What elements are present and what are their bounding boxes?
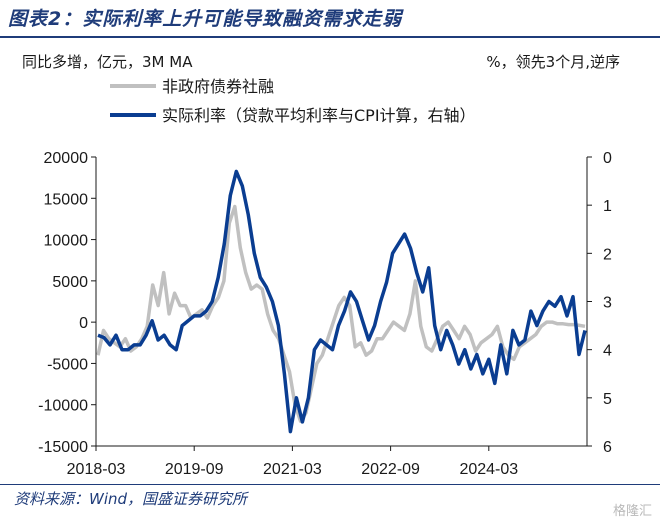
figure-title: 图表2：实际利率上升可能导致融资需求走弱 [8,8,403,30]
right-tick-label: 4 [603,343,612,360]
series-line-non-gov-bond-financing [96,204,586,423]
left-tick-label: -10000 [38,398,88,415]
left-axis-unit-label: 同比多增，亿元，3M MA [22,53,193,71]
source-note: 资料来源：Wind，国盛证券研究所 [14,490,248,508]
x-tick-label: 2019-09 [165,461,224,478]
x-tick-label: 2022-09 [361,461,420,478]
legend: 非政府债券社融 实际利率（贷款平均利率与CPI计算，右轴） [110,77,476,125]
legend-label-series-1: 非政府债券社融 [162,77,274,96]
right-axis-unit-label: %，领先3个月,逆序 [486,53,620,71]
left-tick-label: 10000 [44,233,89,250]
source-rule [0,484,660,485]
right-tick-label: 0 [603,150,612,167]
right-tick-label: 3 [603,295,612,312]
left-tick-label: -15000 [38,439,88,456]
right-axis-ticks: 0 1 2 3 4 5 6 [587,150,612,456]
right-tick-label: 5 [603,391,612,408]
title-rule [0,36,660,38]
left-tick-label: 5000 [52,274,88,291]
right-tick-label: 2 [603,246,612,263]
left-tick-label: -5000 [47,356,88,373]
right-tick-label: 6 [603,439,612,456]
x-axis-ticks: 2018-03 2019-09 2021-03 2022-09 2024-03 [67,446,518,478]
left-tick-label: 15000 [44,191,89,208]
left-axis-ticks: 20000 15000 10000 5000 0 -5000 -10000 -15000 [38,150,96,456]
x-tick-label: 2021-03 [263,461,322,478]
series-line-real-interest-rate [97,169,587,434]
x-tick-label: 2024-03 [459,461,518,478]
left-tick-label: 0 [79,315,88,332]
left-tick-label: 20000 [44,150,89,167]
right-tick-label: 1 [603,198,612,215]
watermark: 格隆汇 [612,504,652,519]
legend-label-series-2: 实际利率（贷款平均利率与CPI计算，右轴） [162,106,476,125]
x-tick-label: 2018-03 [67,461,126,478]
